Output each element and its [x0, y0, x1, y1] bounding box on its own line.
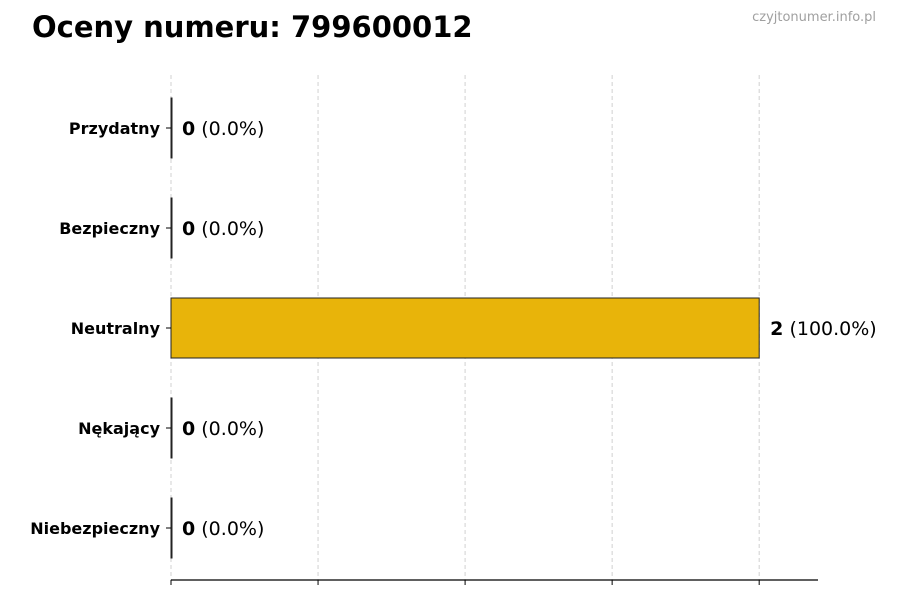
- chart-title: Oceny numeru: 799600012: [32, 10, 473, 44]
- data-label-count: 0: [182, 218, 195, 240]
- bar: [170, 397, 173, 459]
- data-label: 0 (0.0%): [182, 518, 264, 540]
- data-label: 0 (0.0%): [182, 118, 264, 140]
- data-label: 2 (100.0%): [770, 318, 877, 340]
- data-label-percent: (0.0%): [195, 518, 264, 540]
- y-tick-label: Bezpieczny: [59, 219, 160, 238]
- y-tick-label: Przydatny: [69, 119, 161, 138]
- y-tick-label: Niebezpieczny: [30, 519, 160, 538]
- bar: [170, 297, 760, 359]
- data-label-percent: (0.0%): [195, 418, 264, 440]
- data-label-count: 0: [182, 418, 195, 440]
- data-label: 0 (0.0%): [182, 218, 264, 240]
- data-label-count: 0: [182, 518, 195, 540]
- data-label: 0 (0.0%): [182, 418, 264, 440]
- data-label-percent: (0.0%): [195, 218, 264, 240]
- y-tick-label: Neutralny: [71, 319, 161, 338]
- bar: [170, 97, 173, 159]
- data-label-count: 2: [770, 318, 783, 340]
- bar: [170, 197, 173, 259]
- bar: [170, 497, 173, 559]
- data-label-count: 0: [182, 118, 195, 140]
- y-tick-label: Nękający: [78, 419, 160, 438]
- watermark: czyjtonumer.info.pl: [752, 10, 876, 25]
- data-label-percent: (0.0%): [195, 118, 264, 140]
- data-label-percent: (100.0%): [783, 318, 876, 340]
